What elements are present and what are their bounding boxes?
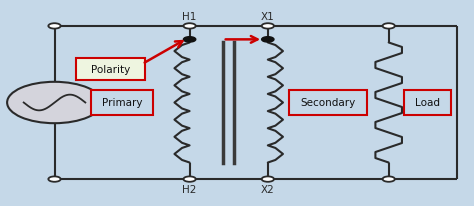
Text: Polarity: Polarity xyxy=(91,64,130,75)
Circle shape xyxy=(383,177,395,182)
Circle shape xyxy=(48,177,61,182)
Circle shape xyxy=(183,24,196,29)
FancyBboxPatch shape xyxy=(91,90,153,116)
Text: Load: Load xyxy=(415,98,440,108)
Text: Secondary: Secondary xyxy=(301,98,356,108)
Text: X1: X1 xyxy=(261,12,275,21)
Circle shape xyxy=(262,24,274,29)
Circle shape xyxy=(183,37,196,43)
FancyBboxPatch shape xyxy=(404,90,451,116)
Circle shape xyxy=(7,82,102,124)
Text: H2: H2 xyxy=(182,185,197,194)
Text: X2: X2 xyxy=(261,185,275,194)
Circle shape xyxy=(183,177,196,182)
Circle shape xyxy=(262,177,274,182)
FancyBboxPatch shape xyxy=(76,59,145,80)
Circle shape xyxy=(48,24,61,29)
Text: H1: H1 xyxy=(182,12,197,21)
FancyBboxPatch shape xyxy=(289,90,367,116)
Circle shape xyxy=(262,37,274,43)
Circle shape xyxy=(383,24,395,29)
Text: Primary: Primary xyxy=(102,98,142,108)
